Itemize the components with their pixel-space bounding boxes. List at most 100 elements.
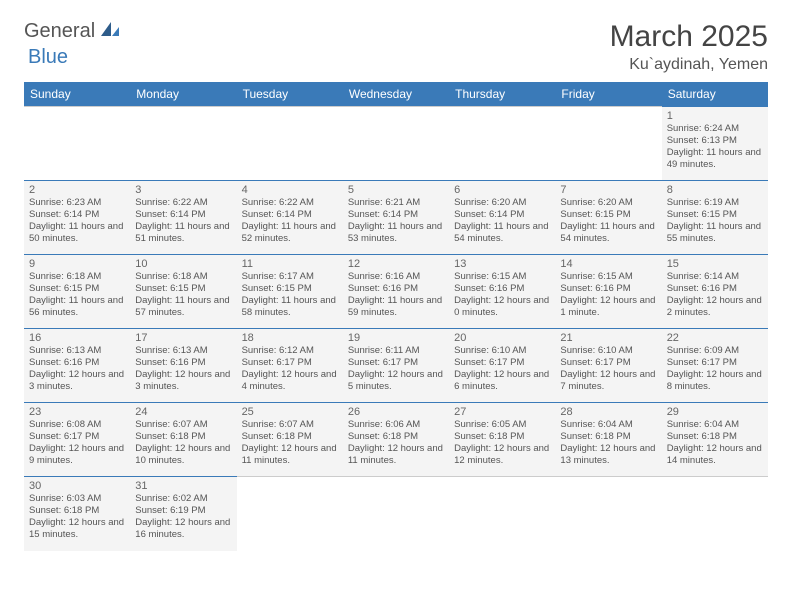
calendar-cell: 21Sunrise: 6:10 AMSunset: 6:17 PMDayligh… (555, 329, 661, 403)
calendar-cell (555, 477, 661, 551)
calendar-cell: 30Sunrise: 6:03 AMSunset: 6:18 PMDayligh… (24, 477, 130, 551)
calendar-row: 2Sunrise: 6:23 AMSunset: 6:14 PMDaylight… (24, 181, 768, 255)
day-number: 29 (667, 406, 763, 418)
day-info: Sunrise: 6:11 AMSunset: 6:17 PMDaylight:… (348, 345, 444, 393)
day-info: Sunrise: 6:14 AMSunset: 6:16 PMDaylight:… (667, 271, 763, 319)
day-info: Sunrise: 6:17 AMSunset: 6:15 PMDaylight:… (242, 271, 338, 319)
logo-text-general: General (24, 20, 95, 43)
calendar-cell: 7Sunrise: 6:20 AMSunset: 6:15 PMDaylight… (555, 181, 661, 255)
weekday-header: Saturday (662, 82, 768, 107)
logo-text-blue-wrap: Blue (28, 46, 68, 69)
calendar-cell: 1Sunrise: 6:24 AMSunset: 6:13 PMDaylight… (662, 107, 768, 181)
day-info: Sunrise: 6:15 AMSunset: 6:16 PMDaylight:… (454, 271, 550, 319)
day-info: Sunrise: 6:13 AMSunset: 6:16 PMDaylight:… (29, 345, 125, 393)
calendar-cell: 9Sunrise: 6:18 AMSunset: 6:15 PMDaylight… (24, 255, 130, 329)
day-number: 19 (348, 332, 444, 344)
sail-icon (99, 20, 121, 43)
calendar-row: 30Sunrise: 6:03 AMSunset: 6:18 PMDayligh… (24, 477, 768, 551)
day-info: Sunrise: 6:07 AMSunset: 6:18 PMDaylight:… (135, 419, 231, 467)
calendar-cell: 28Sunrise: 6:04 AMSunset: 6:18 PMDayligh… (555, 403, 661, 477)
day-info: Sunrise: 6:10 AMSunset: 6:17 PMDaylight:… (454, 345, 550, 393)
day-info: Sunrise: 6:16 AMSunset: 6:16 PMDaylight:… (348, 271, 444, 319)
calendar-row: 23Sunrise: 6:08 AMSunset: 6:17 PMDayligh… (24, 403, 768, 477)
calendar-cell: 17Sunrise: 6:13 AMSunset: 6:16 PMDayligh… (130, 329, 236, 403)
day-info: Sunrise: 6:19 AMSunset: 6:15 PMDaylight:… (667, 197, 763, 245)
day-number: 10 (135, 258, 231, 270)
calendar-cell: 24Sunrise: 6:07 AMSunset: 6:18 PMDayligh… (130, 403, 236, 477)
day-info: Sunrise: 6:06 AMSunset: 6:18 PMDaylight:… (348, 419, 444, 467)
day-info: Sunrise: 6:10 AMSunset: 6:17 PMDaylight:… (560, 345, 656, 393)
weekday-header: Sunday (24, 82, 130, 107)
day-number: 13 (454, 258, 550, 270)
weekday-header-row: SundayMondayTuesdayWednesdayThursdayFrid… (24, 82, 768, 107)
day-number: 3 (135, 184, 231, 196)
day-number: 26 (348, 406, 444, 418)
calendar-cell: 31Sunrise: 6:02 AMSunset: 6:19 PMDayligh… (130, 477, 236, 551)
day-number: 14 (560, 258, 656, 270)
calendar-cell: 14Sunrise: 6:15 AMSunset: 6:16 PMDayligh… (555, 255, 661, 329)
calendar-cell: 29Sunrise: 6:04 AMSunset: 6:18 PMDayligh… (662, 403, 768, 477)
calendar-cell (449, 477, 555, 551)
logo: General (24, 20, 123, 43)
day-info: Sunrise: 6:12 AMSunset: 6:17 PMDaylight:… (242, 345, 338, 393)
calendar-cell: 27Sunrise: 6:05 AMSunset: 6:18 PMDayligh… (449, 403, 555, 477)
calendar-cell (237, 107, 343, 181)
calendar-cell (662, 477, 768, 551)
day-number: 25 (242, 406, 338, 418)
calendar-cell: 11Sunrise: 6:17 AMSunset: 6:15 PMDayligh… (237, 255, 343, 329)
logo-text-blue: Blue (28, 46, 68, 68)
day-number: 15 (667, 258, 763, 270)
weekday-header: Monday (130, 82, 236, 107)
calendar-cell: 20Sunrise: 6:10 AMSunset: 6:17 PMDayligh… (449, 329, 555, 403)
day-info: Sunrise: 6:03 AMSunset: 6:18 PMDaylight:… (29, 493, 125, 541)
day-number: 18 (242, 332, 338, 344)
day-number: 17 (135, 332, 231, 344)
day-number: 8 (667, 184, 763, 196)
day-number: 22 (667, 332, 763, 344)
day-number: 4 (242, 184, 338, 196)
calendar-row: 1Sunrise: 6:24 AMSunset: 6:13 PMDaylight… (24, 107, 768, 181)
calendar-cell: 15Sunrise: 6:14 AMSunset: 6:16 PMDayligh… (662, 255, 768, 329)
day-number: 9 (29, 258, 125, 270)
day-info: Sunrise: 6:18 AMSunset: 6:15 PMDaylight:… (29, 271, 125, 319)
header: General March 2025 Ku`aydinah, Yemen (24, 20, 768, 74)
day-number: 24 (135, 406, 231, 418)
calendar-row: 9Sunrise: 6:18 AMSunset: 6:15 PMDaylight… (24, 255, 768, 329)
day-number: 5 (348, 184, 444, 196)
day-info: Sunrise: 6:21 AMSunset: 6:14 PMDaylight:… (348, 197, 444, 245)
calendar-cell: 10Sunrise: 6:18 AMSunset: 6:15 PMDayligh… (130, 255, 236, 329)
day-info: Sunrise: 6:24 AMSunset: 6:13 PMDaylight:… (667, 123, 763, 171)
calendar-cell: 22Sunrise: 6:09 AMSunset: 6:17 PMDayligh… (662, 329, 768, 403)
calendar-cell: 8Sunrise: 6:19 AMSunset: 6:15 PMDaylight… (662, 181, 768, 255)
calendar-cell: 26Sunrise: 6:06 AMSunset: 6:18 PMDayligh… (343, 403, 449, 477)
weekday-header: Thursday (449, 82, 555, 107)
month-title: March 2025 (610, 20, 768, 54)
day-number: 12 (348, 258, 444, 270)
day-info: Sunrise: 6:07 AMSunset: 6:18 PMDaylight:… (242, 419, 338, 467)
day-number: 31 (135, 480, 231, 492)
day-info: Sunrise: 6:20 AMSunset: 6:15 PMDaylight:… (560, 197, 656, 245)
calendar-cell: 5Sunrise: 6:21 AMSunset: 6:14 PMDaylight… (343, 181, 449, 255)
day-info: Sunrise: 6:08 AMSunset: 6:17 PMDaylight:… (29, 419, 125, 467)
calendar-cell: 19Sunrise: 6:11 AMSunset: 6:17 PMDayligh… (343, 329, 449, 403)
calendar-cell: 23Sunrise: 6:08 AMSunset: 6:17 PMDayligh… (24, 403, 130, 477)
day-number: 16 (29, 332, 125, 344)
day-info: Sunrise: 6:22 AMSunset: 6:14 PMDaylight:… (242, 197, 338, 245)
day-info: Sunrise: 6:04 AMSunset: 6:18 PMDaylight:… (560, 419, 656, 467)
calendar-cell (24, 107, 130, 181)
calendar-table: SundayMondayTuesdayWednesdayThursdayFrid… (24, 82, 768, 551)
day-info: Sunrise: 6:18 AMSunset: 6:15 PMDaylight:… (135, 271, 231, 319)
calendar-row: 16Sunrise: 6:13 AMSunset: 6:16 PMDayligh… (24, 329, 768, 403)
day-number: 27 (454, 406, 550, 418)
day-info: Sunrise: 6:23 AMSunset: 6:14 PMDaylight:… (29, 197, 125, 245)
day-info: Sunrise: 6:15 AMSunset: 6:16 PMDaylight:… (560, 271, 656, 319)
calendar-cell: 6Sunrise: 6:20 AMSunset: 6:14 PMDaylight… (449, 181, 555, 255)
day-info: Sunrise: 6:02 AMSunset: 6:19 PMDaylight:… (135, 493, 231, 541)
day-number: 20 (454, 332, 550, 344)
day-number: 2 (29, 184, 125, 196)
calendar-cell (130, 107, 236, 181)
calendar-cell: 18Sunrise: 6:12 AMSunset: 6:17 PMDayligh… (237, 329, 343, 403)
location: Ku`aydinah, Yemen (610, 56, 768, 74)
calendar-cell: 16Sunrise: 6:13 AMSunset: 6:16 PMDayligh… (24, 329, 130, 403)
day-number: 23 (29, 406, 125, 418)
